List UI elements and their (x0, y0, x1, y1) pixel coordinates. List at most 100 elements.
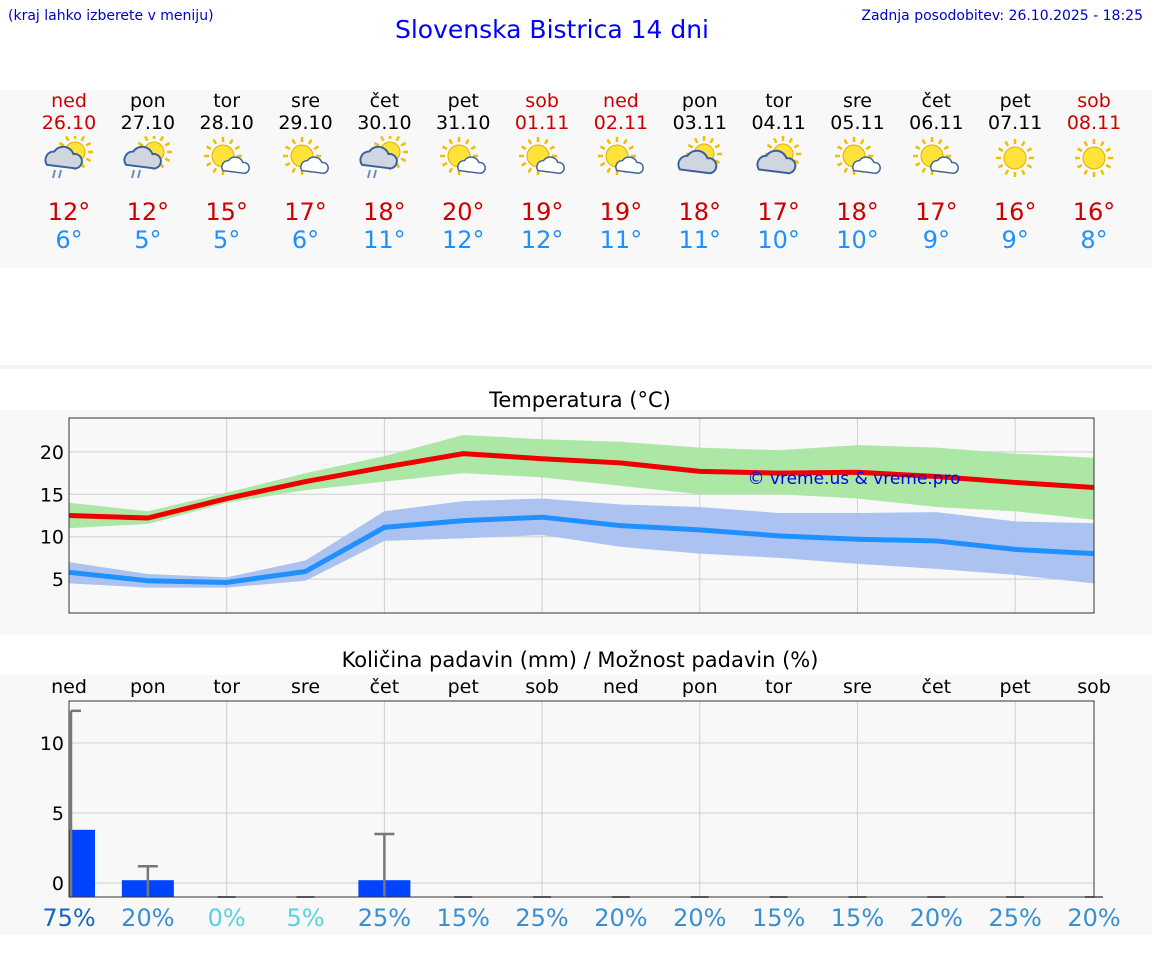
sun-small-cloud-icon (896, 136, 976, 196)
day-forecast-1: ned 26.10 12° 6° (29, 90, 109, 254)
min-temp-range-band (69, 498, 1094, 588)
max-temp-line (68, 451, 1095, 521)
precipitation-day-label: tor (765, 676, 793, 698)
partly-cloudy-icon (739, 136, 819, 196)
sun-small-cloud-icon (187, 136, 267, 196)
precipitation-probability: 20% (594, 904, 648, 932)
day-date: 05.11 (830, 112, 885, 134)
precipitation-probability: 20% (909, 904, 963, 932)
day-date: 27.10 (120, 112, 176, 134)
min-temperature: 12° (520, 226, 564, 254)
separator (0, 365, 1152, 369)
max-temperature: 18° (678, 198, 722, 226)
day-forecast-14: sob 08.11 16° 8° (1054, 90, 1134, 254)
day-forecast-5: čet 30.10 18° 11° (344, 90, 424, 254)
precipitation-day-label: pon (129, 676, 166, 698)
min-temperature: 11° (678, 226, 722, 254)
precipitation-day-label: tor (213, 676, 241, 698)
y-tick-label: 15 (40, 484, 64, 506)
precipitation-chart-title: Količina padavin (mm) / Možnost padavin … (341, 648, 819, 672)
max-temperature: 12° (126, 198, 170, 226)
temperature-chart-title: Temperatura (°C) (489, 388, 671, 412)
day-forecast-9: pon 03.11 18° 11° (660, 90, 740, 254)
day-forecast-13: pet 07.11 16° 9° (975, 90, 1055, 254)
day-date: 01.11 (514, 112, 570, 134)
precipitation-day-label: ned (603, 676, 639, 698)
day-name: sre (843, 90, 872, 112)
precipitation-probability: 0% (207, 904, 246, 932)
partly-sunny-rain-icon (344, 134, 424, 196)
precipitation-bar (69, 829, 95, 897)
min-temperature: 9° (1001, 226, 1029, 254)
precipitation-day-label: sob (525, 676, 559, 698)
precipitation-probability: 25% (988, 904, 1042, 932)
day-name: ned (51, 90, 87, 112)
sun-small-cloud-icon (581, 136, 661, 196)
day-name: pet (447, 90, 479, 112)
precipitation-day-label: pon (681, 676, 718, 698)
sun-small-cloud-icon (423, 136, 503, 196)
day-date: 31.10 (436, 112, 491, 134)
min-temperature: 11° (363, 226, 406, 254)
max-temperature: 17° (284, 198, 327, 226)
max-temperature: 16° (993, 198, 1037, 226)
sun-icon (975, 136, 1055, 196)
precipitation-probability: 75% (42, 904, 96, 932)
max-temperature: 16° (1072, 198, 1116, 226)
partly-sunny-rain-icon (108, 134, 188, 196)
max-temperature: 19° (520, 198, 564, 226)
day-name: pon (129, 90, 166, 112)
day-forecast-6: pet 31.10 20° 12° (423, 90, 503, 254)
precipitation-probability: 20% (673, 904, 727, 932)
precipitation-probability: 25% (357, 904, 412, 932)
max-temperature: 18° (363, 198, 406, 226)
location-menu-hint[interactable]: (kraj lahko izberete v meniju) (8, 8, 214, 24)
precipitation-probability: 20% (1067, 904, 1121, 932)
min-temp-line (68, 514, 1095, 585)
precipitation-day-label: čet (921, 676, 952, 698)
min-temperature: 10° (836, 226, 879, 254)
day-name: tor (765, 90, 793, 112)
day-date: 02.11 (593, 112, 649, 134)
precipitation-day-label: pet (999, 676, 1031, 698)
day-forecast-8: ned 02.11 19° 11° (581, 90, 661, 254)
day-forecast-3: tor 28.10 15° 5° (187, 90, 267, 254)
y-tick-label: 10 (40, 527, 64, 549)
day-name: čet (369, 90, 400, 112)
sun-small-cloud-icon (818, 136, 898, 196)
min-temperature: 9° (922, 226, 950, 254)
min-temperature: 5° (213, 226, 241, 254)
precipitation-probability: 25% (515, 904, 569, 932)
max-temperature: 20° (441, 198, 485, 226)
day-date: 07.11 (987, 112, 1043, 134)
day-name: sob (525, 90, 559, 112)
max-temperature: 12° (47, 198, 91, 226)
precipitation-plot-frame (68, 700, 1095, 898)
y-tick-label: 20 (40, 442, 64, 464)
day-name: pon (681, 90, 718, 112)
day-date: 30.10 (357, 112, 412, 134)
max-temperature: 19° (599, 198, 643, 226)
last-update-timestamp: Zadnja posodobitev: 26.10.2025 - 18:25 (861, 8, 1143, 24)
day-date: 04.11 (751, 112, 806, 134)
day-date: 29.10 (278, 112, 333, 134)
day-date: 26.10 (41, 112, 97, 134)
precipitation-day-label: pet (447, 676, 479, 698)
sun-icon (1054, 136, 1134, 196)
precipitation-probability: 20% (121, 904, 175, 932)
day-name: pet (999, 90, 1031, 112)
day-date: 28.10 (199, 112, 254, 134)
max-temperature: 15° (205, 198, 248, 226)
daily-forecast-strip: ned 26.10 12° 6° pon 27.10 12° 5° tor 28.10 15° 5° s… (0, 90, 1152, 268)
y-tick-label: 0 (52, 873, 64, 895)
day-name: tor (213, 90, 241, 112)
page-title: Slovenska Bistrica 14 dni (394, 15, 710, 44)
day-name: ned (603, 90, 639, 112)
max-temp-range-band (69, 434, 1094, 529)
max-temperature: 17° (915, 198, 958, 226)
partly-cloudy-icon (660, 136, 740, 196)
precipitation-day-label: sob (1077, 676, 1111, 698)
precipitation-probability: 5% (286, 904, 325, 932)
day-forecast-12: čet 06.11 17° 9° (896, 90, 976, 254)
day-forecast-4: sre 29.10 17° 6° (266, 90, 346, 254)
